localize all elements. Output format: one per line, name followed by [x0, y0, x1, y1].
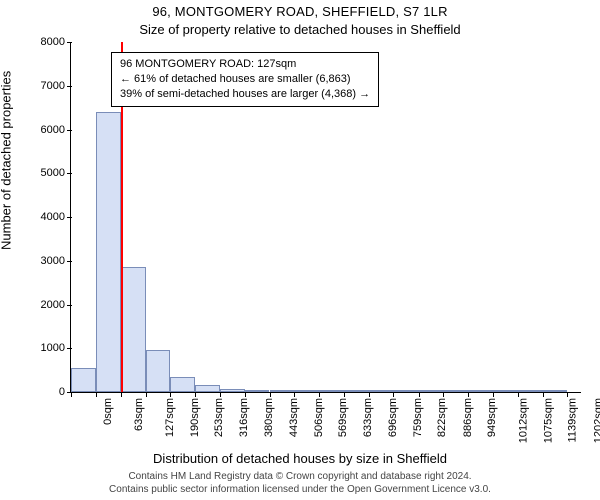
x-tick-label: 822sqm	[437, 398, 449, 437]
x-tick-mark	[518, 392, 519, 397]
y-tick-label: 3000	[41, 255, 71, 267]
histogram-bar	[319, 390, 344, 392]
annotation-line: 96 MONTGOMERY ROAD: 127sqm	[120, 57, 370, 72]
x-tick-label: 316sqm	[238, 398, 250, 437]
histogram-bar	[419, 390, 444, 392]
x-tick-label: 949sqm	[486, 398, 498, 437]
x-tick-mark	[121, 392, 122, 397]
chart-container: 96, MONTGOMERY ROAD, SHEFFIELD, S7 1LR S…	[0, 0, 600, 500]
histogram-bar	[170, 377, 195, 392]
x-tick-label: 1139sqm	[566, 398, 578, 442]
x-tick-label: 696sqm	[387, 398, 399, 437]
x-tick-mark	[245, 392, 246, 397]
x-tick-label: 506sqm	[313, 398, 325, 437]
x-tick-mark	[468, 392, 469, 397]
y-axis-label: Number of detached properties	[0, 71, 14, 250]
histogram-bar	[270, 390, 295, 392]
x-tick-mark	[393, 392, 394, 397]
annotation-line: ← 61% of detached houses are smaller (6,…	[120, 72, 370, 87]
y-tick-label: 1000	[41, 342, 71, 354]
x-tick-mark	[294, 392, 295, 397]
x-tick-mark	[319, 392, 320, 397]
x-tick-mark	[170, 392, 171, 397]
x-tick-mark	[493, 392, 494, 397]
x-tick-mark	[270, 392, 271, 397]
x-tick-label: 886sqm	[462, 398, 474, 437]
x-tick-label: 0sqm	[102, 398, 114, 425]
histogram-bar	[518, 390, 543, 392]
x-tick-label: 1075sqm	[542, 398, 554, 443]
x-tick-mark	[71, 392, 72, 397]
credits-line: Contains HM Land Registry data © Crown c…	[0, 471, 600, 484]
x-tick-label: 759sqm	[412, 398, 424, 437]
histogram-bar	[121, 267, 146, 392]
x-tick-mark	[443, 392, 444, 397]
histogram-bar	[493, 390, 518, 392]
x-tick-label: 569sqm	[337, 398, 349, 437]
histogram-bar	[393, 390, 418, 392]
annotation-line: 39% of semi-detached houses are larger (…	[120, 87, 370, 102]
x-axis-label: Distribution of detached houses by size …	[0, 451, 600, 466]
x-tick-mark	[543, 392, 544, 397]
histogram-bar	[468, 390, 493, 392]
y-tick-label: 8000	[41, 36, 71, 48]
y-tick-label: 0	[59, 386, 71, 398]
y-tick-label: 2000	[41, 299, 71, 311]
y-tick-label: 6000	[41, 124, 71, 136]
histogram-bar	[443, 390, 468, 392]
x-tick-mark	[344, 392, 345, 397]
x-tick-label: 633sqm	[362, 398, 374, 437]
histogram-bar	[245, 390, 270, 392]
histogram-bar	[344, 390, 369, 392]
x-tick-label: 190sqm	[189, 398, 201, 437]
x-tick-label: 380sqm	[263, 398, 275, 437]
histogram-bar	[543, 390, 568, 392]
x-tick-label: 127sqm	[164, 398, 176, 437]
chart-subtitle: Size of property relative to detached ho…	[0, 22, 600, 37]
x-tick-mark	[220, 392, 221, 397]
x-tick-mark	[96, 392, 97, 397]
plot-area: 0100020003000400050006000700080000sqm63s…	[70, 42, 581, 393]
x-tick-label: 1012sqm	[517, 398, 529, 443]
histogram-bar	[146, 350, 171, 392]
y-tick-label: 7000	[41, 80, 71, 92]
chart-title: 96, MONTGOMERY ROAD, SHEFFIELD, S7 1LR	[0, 4, 600, 19]
credits: Contains HM Land Registry data © Crown c…	[0, 471, 600, 496]
histogram-bar	[369, 390, 394, 392]
x-tick-mark	[369, 392, 370, 397]
credits-line: Contains public sector information licen…	[0, 484, 600, 497]
y-tick-label: 5000	[41, 167, 71, 179]
x-tick-label: 443sqm	[288, 398, 300, 437]
x-tick-label: 253sqm	[213, 398, 225, 437]
x-tick-mark	[567, 392, 568, 397]
histogram-bar	[294, 390, 319, 392]
x-tick-mark	[419, 392, 420, 397]
x-tick-label: 63sqm	[133, 398, 145, 431]
histogram-bar	[195, 385, 220, 392]
x-tick-mark	[146, 392, 147, 397]
y-tick-label: 4000	[41, 211, 71, 223]
annotation-box: 96 MONTGOMERY ROAD: 127sqm ← 61% of deta…	[111, 52, 379, 107]
x-tick-mark	[195, 392, 196, 397]
histogram-bar	[71, 368, 96, 392]
x-tick-label: 1202sqm	[592, 398, 600, 443]
histogram-bar	[220, 389, 245, 393]
histogram-bar	[96, 112, 121, 392]
